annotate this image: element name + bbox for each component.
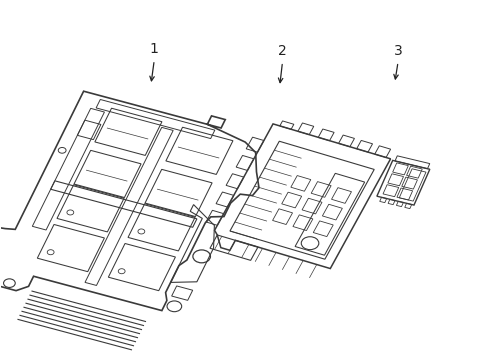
Text: 3: 3 [393,44,402,58]
Text: 2: 2 [278,44,286,58]
Text: 1: 1 [149,42,159,56]
